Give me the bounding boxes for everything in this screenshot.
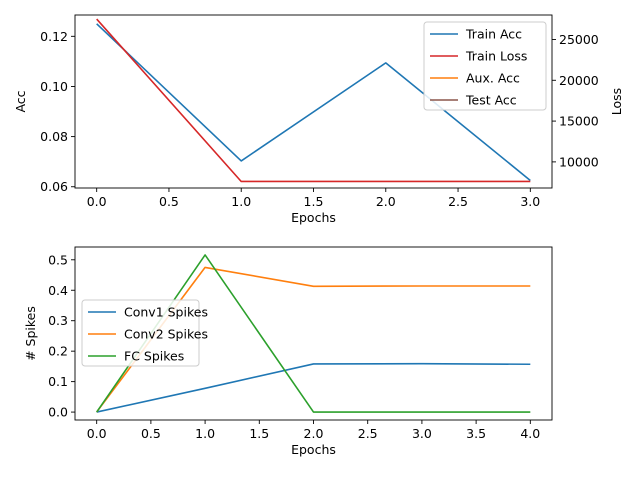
x-tick-label: 3.5 xyxy=(466,426,486,441)
legend-label: FC Spikes xyxy=(124,349,184,364)
y-tick-label: 0.1 xyxy=(48,374,68,389)
legend-box xyxy=(81,299,200,367)
legend-label: Aux. Acc xyxy=(466,71,520,86)
series-line-conv1-spikes xyxy=(96,362,531,413)
x-tick-label: 3.0 xyxy=(412,426,432,441)
y-tick-label: 0.06 xyxy=(40,179,68,194)
y-axis-label: # Spikes xyxy=(23,306,38,361)
y2-tick-label: 25000 xyxy=(559,32,599,47)
x-tick-label: 1.0 xyxy=(195,426,215,441)
y-tick-label: 0.2 xyxy=(48,344,68,359)
x-tick-label: 2.5 xyxy=(358,426,378,441)
y-tick-label: 0.3 xyxy=(48,313,68,328)
x-tick-label: 1.5 xyxy=(304,194,324,209)
x-tick-label: 0.0 xyxy=(87,194,107,209)
series-line-train-acc xyxy=(96,23,531,182)
legend-label: Conv1 Spikes xyxy=(124,305,208,320)
legend: Train Acc Train Loss Aux. Acc Test Acc xyxy=(423,21,547,111)
x-tick-label: 0.0 xyxy=(87,426,107,441)
y-tick-label: 0.5 xyxy=(48,252,68,267)
y-tick-label: 0.10 xyxy=(40,79,68,94)
chart-panel-2: 0.0 0.5 1.0 1.5 2.0 2.5 3.0 3.5 4.0 0.0 0.1 0.2 0.3 0… xyxy=(23,246,553,457)
legend-label: Test Acc xyxy=(465,93,517,108)
x-tick-label: 3.0 xyxy=(520,194,540,209)
x-axis-label: Epochs xyxy=(291,442,336,457)
legend-label: Conv2 Spikes xyxy=(124,327,208,342)
x-tick-label: 4.0 xyxy=(520,426,540,441)
legend: Conv1 Spikes Conv2 Spikes FC Spikes xyxy=(81,299,208,367)
y2-tick-label: 10000 xyxy=(559,154,599,169)
legend-label: Train Acc xyxy=(465,27,522,42)
x-tick-label: 1.0 xyxy=(231,194,251,209)
y-tick-label: 0.12 xyxy=(40,29,68,44)
y2-axis-label: Loss xyxy=(609,88,624,115)
x-tick-label: 0.5 xyxy=(141,426,161,441)
legend-box xyxy=(423,21,547,111)
y-tick-label: 0.08 xyxy=(40,129,68,144)
y-tick-label: 0.0 xyxy=(48,405,68,420)
y2-tick-label: 20000 xyxy=(559,73,599,88)
legend-label: Train Loss xyxy=(465,49,527,64)
series-line-train-loss xyxy=(96,18,531,183)
y-tick-label: 0.4 xyxy=(48,283,68,298)
x-axis-label: Epochs xyxy=(291,210,336,225)
x-tick-label: 2.0 xyxy=(304,426,324,441)
x-tick-label: 0.5 xyxy=(159,194,179,209)
y2-tick-label: 15000 xyxy=(559,114,599,129)
x-tick-label: 1.5 xyxy=(249,426,269,441)
y-axis-label: Acc xyxy=(13,90,28,112)
x-tick-label: 2.0 xyxy=(376,194,396,209)
chart-panel-1: 0.0 0.5 1.0 1.5 2.0 2.5 3.0 0.06 0.08 0.10 0.12 100… xyxy=(13,14,624,225)
x-tick-label: 2.5 xyxy=(448,194,468,209)
